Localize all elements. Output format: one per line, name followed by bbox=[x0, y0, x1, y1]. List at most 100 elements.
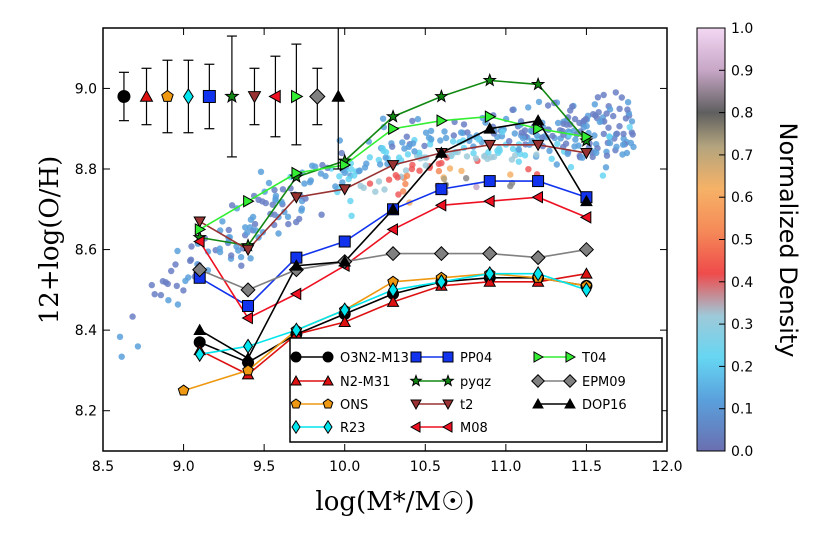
density-point bbox=[238, 262, 245, 269]
errorbar-marker-o3n2-m13 bbox=[117, 89, 131, 103]
density-point bbox=[312, 163, 319, 170]
density-point bbox=[421, 142, 428, 150]
density-point bbox=[435, 167, 443, 175]
density-point bbox=[610, 112, 617, 120]
density-point bbox=[385, 176, 393, 183]
point-r23 bbox=[291, 322, 302, 338]
point-pp04 bbox=[242, 299, 255, 312]
density-point bbox=[174, 301, 182, 308]
legend-box bbox=[289, 337, 663, 443]
density-point bbox=[173, 282, 180, 290]
density-point bbox=[448, 151, 455, 159]
legend-marker-epm09 bbox=[531, 374, 545, 388]
density-point bbox=[438, 159, 445, 167]
point-t2 bbox=[241, 244, 255, 257]
density-point bbox=[481, 153, 488, 160]
y-tick-label: 8.6 bbox=[75, 243, 97, 259]
y-tick-label: 8.4 bbox=[75, 323, 97, 339]
point-m08 bbox=[241, 311, 253, 325]
density-point bbox=[242, 224, 249, 231]
density-point bbox=[301, 180, 308, 187]
legend-marker-pyqz bbox=[409, 374, 423, 387]
density-point bbox=[402, 180, 409, 188]
legend-label-t2: t2 bbox=[460, 398, 473, 413]
legend-marker-dop16 bbox=[532, 397, 544, 409]
density-point bbox=[599, 172, 607, 179]
errorbar-marker-m08 bbox=[268, 89, 281, 104]
point-dop16 bbox=[580, 194, 593, 207]
legend-marker-dop16 bbox=[564, 397, 576, 409]
point-dop16 bbox=[241, 351, 255, 364]
legend-marker-m08 bbox=[409, 421, 421, 433]
legend-marker-r23 bbox=[291, 419, 301, 435]
density-point bbox=[257, 168, 265, 175]
density-point bbox=[628, 129, 635, 136]
colorbar-tick-label: 0.2 bbox=[731, 359, 753, 375]
density-point bbox=[567, 107, 574, 114]
density-point bbox=[600, 91, 607, 99]
density-point bbox=[606, 106, 614, 113]
legend-marker-n2-m31 bbox=[290, 374, 302, 386]
density-point bbox=[347, 197, 354, 205]
density-point bbox=[549, 132, 556, 140]
density-point bbox=[606, 139, 614, 147]
density-point bbox=[355, 168, 363, 175]
point-m08 bbox=[193, 235, 205, 248]
density-point bbox=[164, 280, 171, 288]
errorbar-marker-pyqz bbox=[224, 88, 240, 104]
density-point bbox=[600, 130, 607, 138]
density-point bbox=[596, 118, 603, 126]
point-r23 bbox=[484, 265, 495, 282]
density-point bbox=[249, 213, 257, 221]
density-point bbox=[134, 343, 142, 350]
density-point bbox=[336, 137, 343, 144]
density-point bbox=[616, 105, 623, 113]
y-axis-label: 12+log(O/H) bbox=[35, 156, 65, 325]
density-point bbox=[332, 183, 339, 190]
point-t2 bbox=[338, 184, 352, 196]
density-point bbox=[339, 179, 346, 186]
density-point bbox=[174, 247, 181, 255]
point-r23 bbox=[581, 282, 592, 298]
x-tick-label: 12.0 bbox=[651, 459, 682, 475]
density-point bbox=[515, 158, 522, 165]
point-m08 bbox=[434, 198, 447, 212]
density-point bbox=[399, 139, 406, 146]
errorbar-marker-dop16 bbox=[331, 89, 346, 102]
colorbar-tick-label: 0.8 bbox=[731, 106, 753, 122]
density-point bbox=[562, 140, 570, 147]
density-point bbox=[571, 143, 578, 150]
density-point bbox=[345, 175, 352, 183]
density-point bbox=[553, 161, 560, 168]
density-point bbox=[338, 149, 345, 157]
point-r23 bbox=[436, 273, 447, 290]
point-t2 bbox=[531, 139, 545, 152]
legend-marker-t04 bbox=[565, 351, 577, 363]
density-point bbox=[395, 154, 403, 161]
density-point bbox=[279, 186, 287, 193]
legend-marker-n2-m31 bbox=[322, 374, 334, 386]
density-point bbox=[228, 202, 236, 209]
density-point bbox=[533, 132, 541, 139]
density-point bbox=[129, 313, 136, 320]
density-point bbox=[464, 129, 471, 136]
density-point bbox=[544, 102, 552, 109]
x-tick-label: 8.5 bbox=[92, 459, 114, 475]
density-point bbox=[348, 166, 355, 173]
density-point bbox=[624, 99, 632, 106]
density-point bbox=[271, 186, 278, 194]
x-tick-label: 9.0 bbox=[172, 459, 194, 475]
legend-label-pyqz: pyqz bbox=[460, 375, 491, 390]
legend-marker-o3n2-m13 bbox=[290, 351, 302, 363]
density-point bbox=[357, 182, 364, 190]
density-point bbox=[473, 183, 480, 191]
point-dop16 bbox=[386, 202, 400, 215]
legend-label-r23: R23 bbox=[340, 421, 366, 436]
x-tick-label: 10.5 bbox=[410, 459, 441, 475]
legend-marker-epm09 bbox=[563, 374, 577, 388]
legend-marker-pp04 bbox=[442, 351, 454, 363]
density-point bbox=[539, 134, 546, 141]
legend-marker-o3n2-m13 bbox=[322, 351, 334, 363]
point-t04 bbox=[194, 223, 207, 236]
